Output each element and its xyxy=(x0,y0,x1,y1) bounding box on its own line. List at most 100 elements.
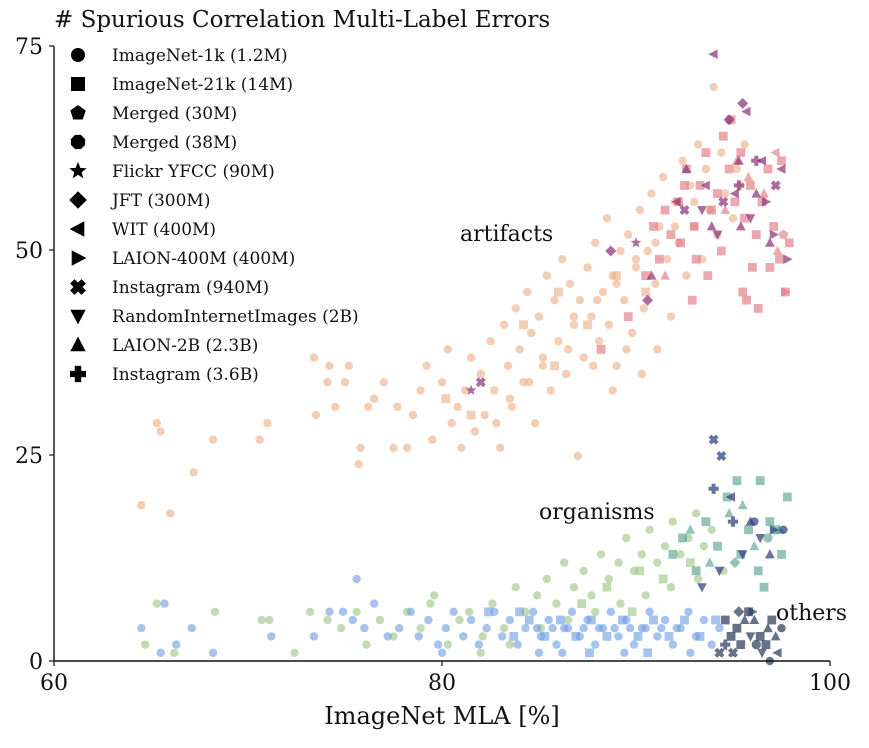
data-point-artifacts-124 xyxy=(612,271,621,280)
data-point-artifacts-large-7 xyxy=(689,222,699,231)
legend-label: Merged (30M) xyxy=(112,104,237,124)
data-point-artifacts-3 xyxy=(166,509,175,518)
data-point-artifacts-118 xyxy=(651,238,660,247)
data-point-artifacts-large-21 xyxy=(769,222,779,231)
data-point-organisms-39 xyxy=(645,525,654,534)
data-point-others-9 xyxy=(338,607,348,616)
data-point-organisms-20 xyxy=(464,607,474,616)
data-point-artifacts-large-14 xyxy=(730,197,740,207)
legend-item-8: Instagram (940M) xyxy=(70,278,269,298)
data-point-others-18 xyxy=(424,615,433,625)
data-point-others-30 xyxy=(521,624,530,633)
data-point-others-24 xyxy=(474,640,484,649)
data-point-others-13 xyxy=(369,599,379,608)
data-point-organisms-13 xyxy=(389,632,398,641)
data-point-artifacts-9 xyxy=(311,410,321,420)
data-point-organisms-3 xyxy=(210,607,220,616)
data-point-artifacts-large-37 xyxy=(680,181,689,190)
legend-marker-circle-icon xyxy=(71,48,85,62)
data-point-artifacts-50 xyxy=(538,353,548,362)
data-point-artifacts-56 xyxy=(561,369,571,379)
data-point-artifacts-large-43 xyxy=(772,245,783,255)
legend-item-1: ImageNet-21k (14M) xyxy=(71,75,293,95)
data-point-organisms-51 xyxy=(641,591,650,600)
data-point-artifacts-66 xyxy=(598,287,608,297)
data-point-others-1 xyxy=(156,648,165,657)
data-point-artifacts-dark-24 xyxy=(706,221,717,231)
data-point-others-33 xyxy=(544,615,553,625)
data-point-artifacts-19 xyxy=(379,378,388,387)
legend-item-11: Instagram (3.6B) xyxy=(70,365,259,385)
data-point-artifacts-dark-31 xyxy=(735,221,746,231)
x-tick-label-80: 80 xyxy=(428,671,456,696)
data-point-others-76 xyxy=(602,632,612,641)
data-point-organisms-43 xyxy=(676,550,685,559)
data-point-others-dark-4 xyxy=(767,615,777,625)
data-point-organisms-17 xyxy=(430,591,439,600)
data-point-organisms-36 xyxy=(622,533,631,543)
data-point-others-16 xyxy=(406,607,416,616)
data-point-artifacts-55 xyxy=(558,255,567,264)
data-point-artifacts-104 xyxy=(563,345,573,354)
data-point-others-74 xyxy=(540,632,550,641)
data-point-others-7 xyxy=(309,632,319,641)
data-point-artifacts-110 xyxy=(538,361,548,370)
data-point-artifacts-57 xyxy=(565,279,575,288)
legend-marker-plus-icon xyxy=(70,365,86,383)
data-point-organisms-9 xyxy=(336,624,346,633)
data-point-artifacts-125 xyxy=(641,287,651,297)
data-point-artifacts-111 xyxy=(525,378,534,387)
data-point-others-31 xyxy=(528,607,538,616)
data-point-organisms-59 xyxy=(658,574,668,584)
data-point-artifacts-large-24 xyxy=(784,238,794,248)
data-point-organisms-26 xyxy=(532,591,542,600)
data-point-artifacts-dark-3 xyxy=(642,294,654,306)
data-point-organisms-large-22 xyxy=(763,533,773,543)
data-point-organisms-50 xyxy=(616,599,625,608)
data-point-organisms-large-6 xyxy=(765,517,775,526)
data-point-others-62 xyxy=(625,624,635,633)
data-point-organisms-58 xyxy=(635,566,645,576)
data-point-artifacts-44 xyxy=(515,345,524,354)
data-point-organisms-62 xyxy=(577,599,587,608)
data-point-artifacts-76 xyxy=(635,205,645,215)
data-point-artifacts-large-25 xyxy=(748,263,757,272)
data-point-artifacts-115 xyxy=(593,296,602,305)
data-point-others-53 xyxy=(699,615,709,625)
data-point-artifacts-28 xyxy=(443,345,453,354)
data-point-artifacts-dark-5 xyxy=(741,106,751,117)
data-point-artifacts-33 xyxy=(466,353,476,362)
data-point-others-57 xyxy=(548,624,557,633)
data-point-others-67 xyxy=(555,615,565,625)
data-point-organisms-30 xyxy=(569,583,579,592)
data-point-organisms-4 xyxy=(257,615,266,625)
data-point-organisms-29 xyxy=(560,558,569,567)
data-point-artifacts-82 xyxy=(658,173,668,182)
data-point-others-83 xyxy=(643,648,653,658)
data-point-artifacts-dark-10 xyxy=(762,197,772,207)
data-point-organisms-15 xyxy=(416,624,425,633)
data-point-artifacts-large-15 xyxy=(736,148,746,157)
data-point-artifacts-dark-6 xyxy=(756,156,767,166)
data-point-others-87 xyxy=(686,648,695,657)
data-point-artifacts-large-47 xyxy=(770,147,780,158)
data-point-others-28 xyxy=(505,615,515,625)
data-point-others-dark-1 xyxy=(732,623,742,633)
data-point-artifacts-large-3 xyxy=(654,254,664,264)
data-point-artifacts-large-29 xyxy=(687,295,697,305)
data-point-organisms-27 xyxy=(542,574,551,584)
legend-label: JFT (300M) xyxy=(110,191,210,211)
data-point-others-80 xyxy=(484,607,493,617)
legend-label: Instagram (3.6B) xyxy=(112,365,259,385)
data-point-artifacts-5 xyxy=(208,435,218,444)
data-point-others-41 xyxy=(606,607,615,616)
data-point-artifacts-41 xyxy=(503,361,513,370)
data-point-artifacts-84 xyxy=(666,312,676,321)
data-point-artifacts-75 xyxy=(631,263,641,272)
data-point-artifacts-large-28 xyxy=(703,271,713,280)
data-point-artifacts-64 xyxy=(591,238,600,247)
legend-item-3: Merged (38M) xyxy=(70,133,237,153)
legend-marker-star-icon xyxy=(69,161,87,179)
data-point-others-84 xyxy=(558,648,567,657)
data-point-artifacts-73 xyxy=(624,230,633,239)
